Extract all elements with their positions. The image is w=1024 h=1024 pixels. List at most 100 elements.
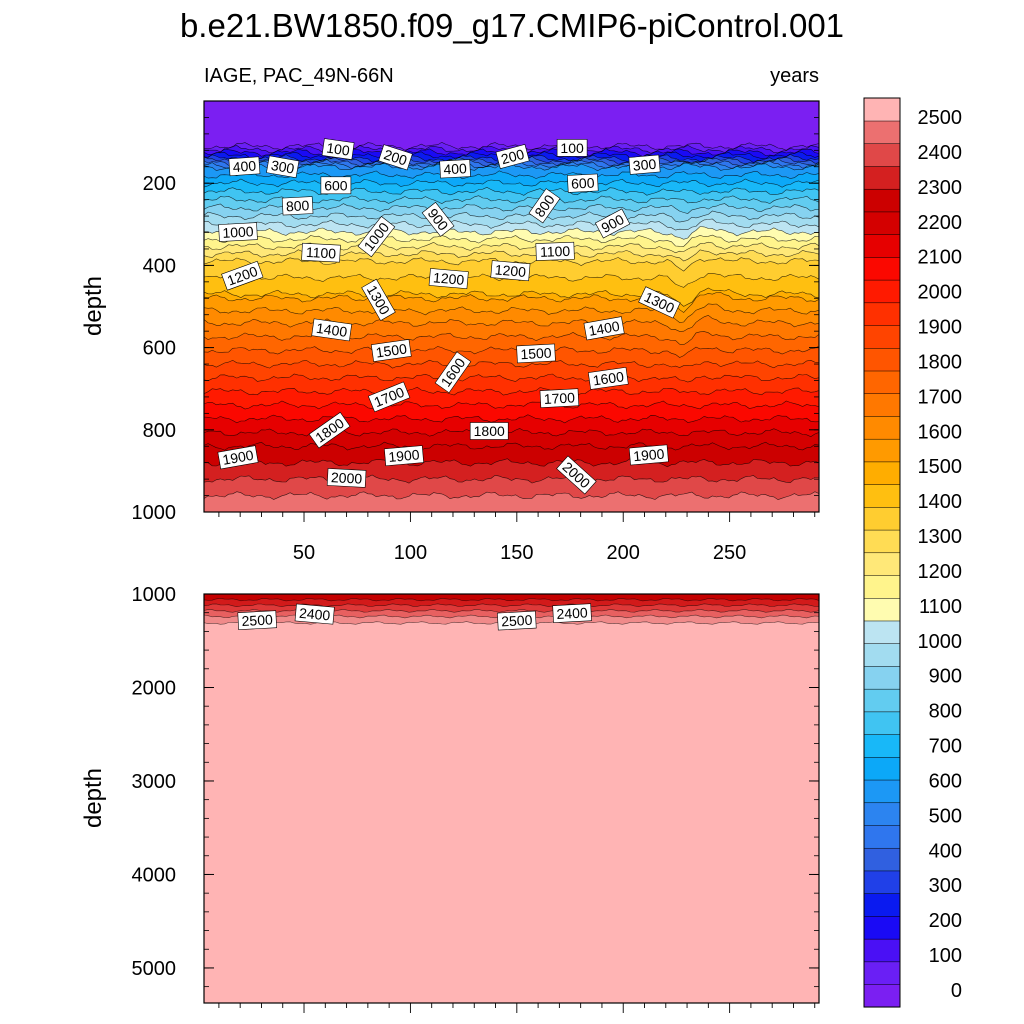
colorbar-label: 2400 (918, 142, 963, 164)
contour-label: 1200 (428, 268, 469, 290)
contour-label: 900 (421, 201, 455, 237)
contour-label-text: 1900 (221, 447, 255, 468)
contour-label-box (434, 351, 472, 394)
y-tick-label: 4000 (132, 864, 177, 886)
colorbar-swatch (863, 211, 901, 235)
colorbar-swatch (863, 120, 901, 145)
y-tick-label: 1000 (132, 502, 177, 524)
lower-contour-fill (204, 594, 819, 1003)
colorbar-label: 1000 (918, 631, 963, 653)
contour-label-box (628, 444, 669, 466)
y-tick-label: 2000 (132, 677, 177, 699)
contour-line-25 (204, 303, 819, 323)
lower-frame (203, 593, 820, 1004)
colorbar-label: 2300 (918, 177, 963, 199)
colorbar-label: 1500 (918, 456, 963, 478)
contour-label: 2400 (552, 603, 592, 623)
contour-label-box (516, 343, 556, 364)
colorbar-label: 1400 (918, 491, 963, 513)
lower-contour-labels: 2500 2400 2500 2400 (237, 603, 592, 631)
colorbar-label: 1700 (918, 386, 963, 408)
contour-label: 100 (321, 138, 355, 160)
contour-label-box (308, 411, 351, 449)
y-tick-label: 1000 (132, 584, 177, 606)
contour-label-box (567, 173, 599, 193)
contour-label: 1100 (535, 241, 575, 261)
colorbar-swatch (863, 143, 901, 167)
colorbar-swatch (863, 415, 901, 440)
contour-line-16 (204, 218, 819, 231)
contour-line-26 (204, 314, 819, 332)
colorbar-label: 400 (929, 840, 962, 862)
colorbar-label: 2100 (918, 247, 963, 269)
colorbar-swatch (863, 484, 901, 508)
colorbar-swatch (863, 574, 901, 599)
contour-line-31 (204, 386, 819, 396)
contour-label-text: 600 (324, 177, 348, 193)
colorbar-swatch (863, 734, 901, 758)
colorbar-swatch (863, 370, 901, 394)
colorbar-label: 300 (929, 875, 962, 897)
contour-line-24 (204, 292, 819, 313)
contour-label-text: 1500 (520, 345, 552, 363)
contour-label-text: 1700 (543, 389, 575, 407)
contour-label-box (266, 155, 300, 179)
contour-label-box (556, 455, 597, 495)
colorbar-label: 1900 (918, 317, 963, 339)
contour-label: 600 (567, 173, 599, 193)
contour-line-28 (204, 345, 819, 358)
contour-label-text: 1100 (540, 243, 571, 260)
contour-label: 1600 (587, 366, 629, 390)
band-38 (204, 491, 819, 512)
contour-label-box (378, 144, 413, 171)
contour-label-box (552, 603, 592, 623)
colorbar-swatch (863, 779, 901, 804)
colorbar-label: 700 (929, 736, 962, 758)
contour-label-text: 600 (571, 175, 595, 192)
lower-axes: 1000 2000 3000 4000 5000 (132, 584, 819, 1013)
contour-line-37 (204, 474, 819, 484)
contour-label-box (326, 468, 367, 488)
contour-label-box (321, 138, 355, 160)
colorbar-label: 1800 (918, 351, 963, 373)
contour-label-box (370, 339, 412, 362)
contour-line-35 (204, 441, 819, 451)
colorbar-swatch (863, 893, 901, 917)
contour-label-box (583, 316, 625, 341)
colorbar-label: 1200 (918, 561, 963, 583)
colorbar-swatch (863, 234, 901, 258)
contour-line-30 (204, 373, 819, 383)
colorbar-label: 500 (929, 805, 962, 827)
colorbar-swatch (863, 847, 901, 872)
contour-label-box (587, 366, 629, 390)
contour-label: 2500 (237, 610, 277, 630)
y-tick-label: 600 (143, 338, 176, 360)
contour-line-27 (204, 331, 819, 346)
contour-label-text: 1400 (587, 318, 621, 339)
contour-line-23 (204, 287, 819, 307)
colorbar-swatch (863, 347, 901, 372)
colorbar-swatch (863, 165, 901, 190)
colorbar-label: 900 (929, 666, 962, 688)
contour-label-box (320, 176, 352, 195)
y-tick-label: 800 (143, 420, 176, 442)
contour-label-text: 2500 (241, 611, 273, 629)
contour-label: 1400 (311, 318, 353, 342)
colorbar-label: 800 (929, 701, 962, 723)
contour-label: 2000 (326, 468, 367, 488)
contour-label-box (281, 196, 314, 216)
x-tick-label: 200 (607, 542, 640, 564)
colorbar-swatch (863, 961, 901, 985)
contour-label-box (357, 215, 396, 258)
y-tick-label: 5000 (132, 958, 177, 980)
contour-label-text: 1200 (432, 269, 465, 288)
contour-label-text: 2000 (331, 469, 363, 487)
contour-label-box (638, 286, 681, 319)
contour-label-text: 300 (632, 156, 657, 174)
contour-label-box (228, 156, 261, 177)
contour-label-text: 200 (382, 146, 409, 169)
contour-label: 1800 (469, 422, 509, 440)
contour-label-box (421, 201, 455, 237)
contour-label: 1200 (490, 260, 531, 282)
